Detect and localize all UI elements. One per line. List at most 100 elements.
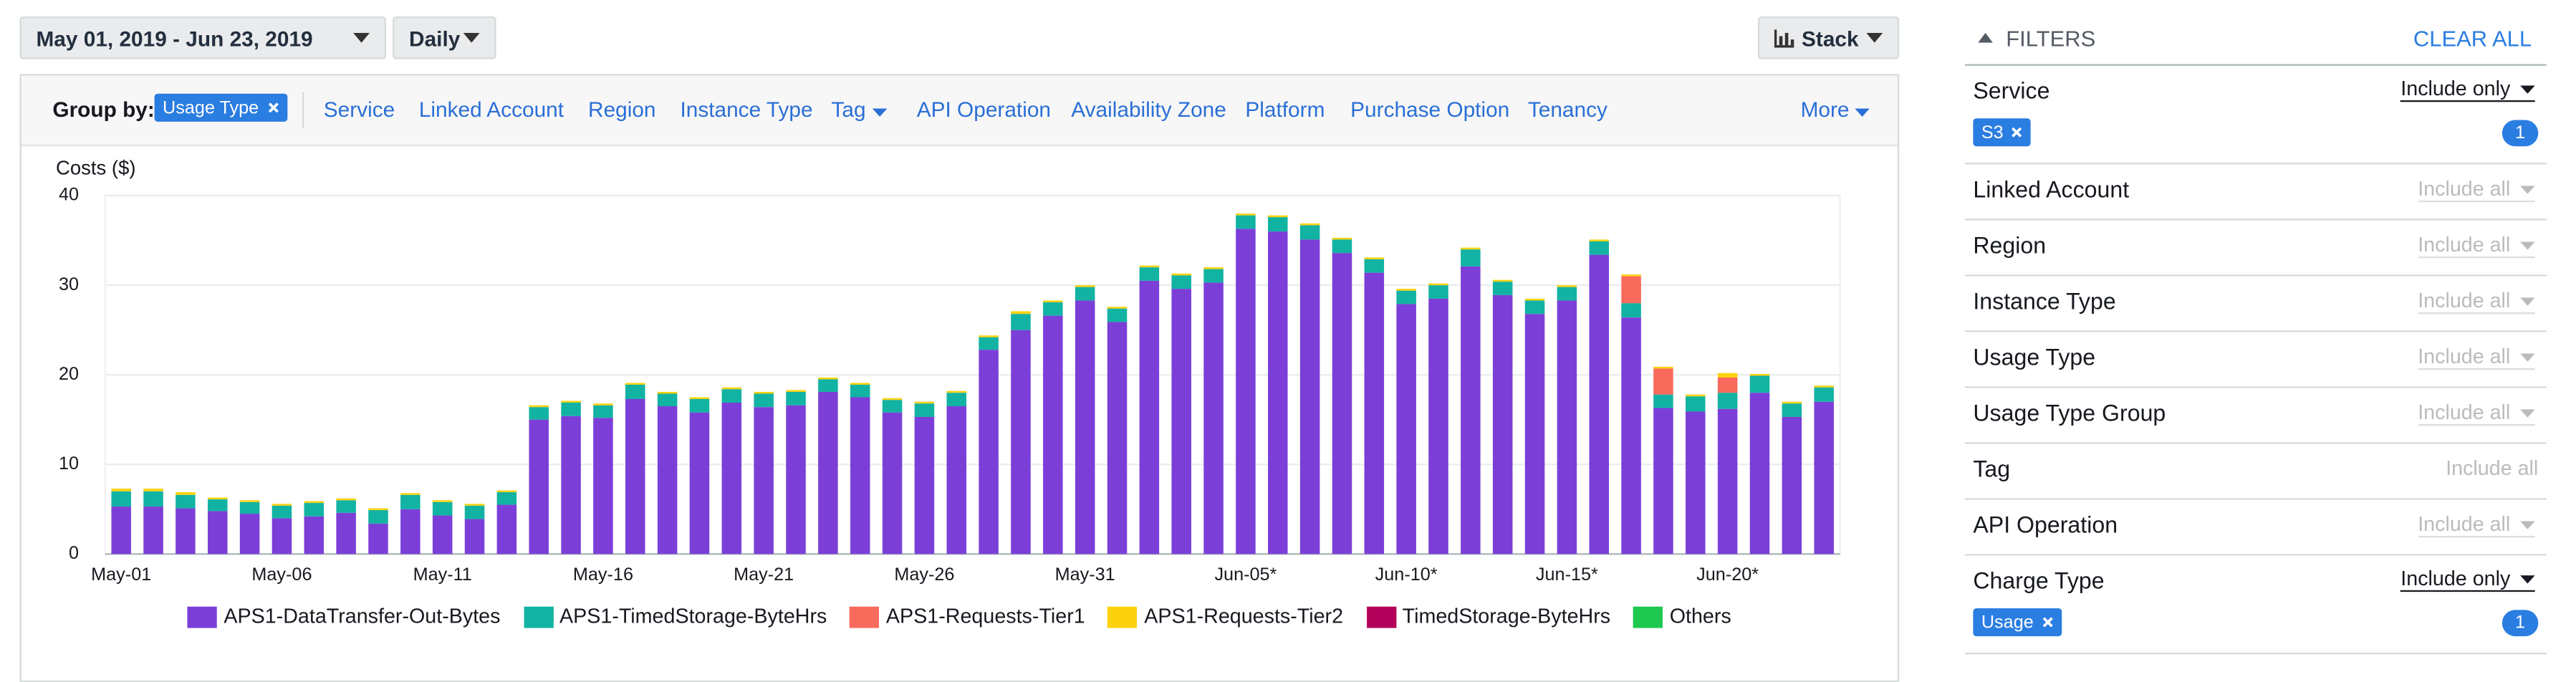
legend-swatch [850,605,880,628]
bar-segment [529,405,549,408]
filter-mode[interactable]: Include all [2418,233,2535,259]
mode-text: Include only [2400,567,2511,590]
group-by-bar: Group by: Usage Type Service Linked Acco… [21,75,1898,147]
bar-segment [946,393,967,406]
caret [2520,352,2535,361]
bar-segment [1653,408,1673,554]
filter-name: Tag [1973,455,2011,482]
divider [1964,653,2547,655]
bar-segment [1589,254,1610,554]
bar-segment [850,384,870,398]
bar-segment [176,508,196,554]
bar-segment [1782,416,1802,554]
legend-item[interactable]: APS1-Requests-Tier2 [1107,605,1344,628]
legend-label: Others [1669,605,1731,628]
bar-segment [1621,303,1641,318]
bar-segment [432,500,453,502]
bar-segment [1461,266,1481,554]
group-option[interactable]: Tenancy [1527,97,1607,122]
caret [2520,520,2535,529]
bar-segment [1171,289,1191,554]
x-tick-label: Jun-20* [1696,565,1759,585]
y-tick-label: 30 [59,274,79,294]
legend-item[interactable]: APS1-DataTransfer-Out-Bytes [187,605,500,628]
legend-item[interactable]: TimedStorage-ByteHrs [1366,605,1610,628]
bar-segment [1139,280,1160,554]
bar-segment [111,506,131,554]
bar-segment [1428,285,1448,299]
chart-style-button[interactable]: Stack [1757,16,1900,59]
separator [302,92,304,128]
group-option[interactable]: Purchase Option [1350,97,1510,122]
filter-name: Usage Type [1973,343,2096,370]
bar-segment [207,511,228,554]
filter-mode[interactable]: Include only [2400,77,2535,102]
bar-segment [464,505,485,519]
mode-text: Include all [2418,233,2511,256]
x-tick-label: May-26 [894,565,954,585]
group-option[interactable]: Tag [831,97,887,122]
bar-segment [721,389,742,403]
bar-segment [1589,239,1610,241]
filter-mode[interactable]: Include all [2418,345,2535,370]
collapse-icon[interactable] [1978,32,1993,43]
group-option[interactable]: Region [588,97,656,122]
filter-mode[interactable]: Include all [2418,178,2535,203]
x-tick-label: May-01 [91,565,151,585]
caret [2520,85,2535,93]
legend-item[interactable]: APS1-Requests-Tier1 [850,605,1085,628]
filter-mode[interactable]: Include all [2418,289,2535,314]
bar-segment [1396,289,1416,291]
bar-segment [1075,285,1095,287]
group-option[interactable]: Platform [1245,97,1325,122]
bar-segment [561,416,581,554]
group-option[interactable]: Linked Account [418,97,564,122]
group-option[interactable]: Availability Zone [1071,97,1226,122]
bar-segment [336,498,356,501]
bar-segment [1203,282,1224,554]
bar-segment [1299,223,1320,226]
bar-segment [593,418,613,554]
more-button[interactable]: More [1800,97,1870,122]
group-by-chip[interactable]: Usage Type [154,93,287,122]
bar-segment [1653,394,1673,408]
date-range-button[interactable]: May 01, 2019 - Jun 23, 2019 [19,16,386,59]
bar-segment [1686,394,1706,397]
bar-segment [1043,302,1063,316]
bar-segment [368,523,388,554]
group-option[interactable]: Instance Type [680,97,813,122]
bar-segment [271,518,292,554]
more-text: More [1800,97,1850,122]
bar-segment [1043,300,1063,302]
bar-segment [1461,249,1481,266]
filter-mode[interactable]: Include only [2400,567,2535,592]
bar-segment [400,509,420,554]
legend-item[interactable]: APS1-TimedStorage-ByteHrs [523,605,827,628]
bar-segment [818,391,838,554]
filter-mode[interactable]: Include all [2418,513,2535,538]
clear-all[interactable]: CLEAR ALL [2413,26,2532,52]
filter-name: Instance Type [1973,287,2116,314]
mode-text: Include all [2418,345,2511,369]
legend-swatch [1107,605,1138,628]
legend-item[interactable]: Others [1633,605,1731,628]
bar-segment [1396,290,1416,304]
chip-text: S3 [1981,122,2004,143]
filter-name: Charge Type [1973,567,2105,594]
bar-segment [1139,267,1160,281]
chart-style: Stack [1802,25,1859,50]
filter-name: Service [1973,77,2050,104]
bar-segment [1749,393,1770,554]
bar-segment [239,500,260,502]
legend-label: APS1-Requests-Tier2 [1144,605,1344,628]
granularity-button[interactable]: Daily [393,16,496,59]
caret [2520,408,2535,417]
group-option[interactable]: Service [323,97,395,122]
filter-chip[interactable]: S3 [1973,118,2032,147]
legend-swatch [523,605,553,628]
filter-chip[interactable]: Usage [1973,608,2062,637]
filter-mode[interactable]: Include all [2418,401,2535,426]
group-option[interactable]: API Operation [916,97,1051,122]
chart-panel: Group by: Usage Type Service Linked Acco… [19,74,1900,682]
bar-segment [1364,257,1385,259]
